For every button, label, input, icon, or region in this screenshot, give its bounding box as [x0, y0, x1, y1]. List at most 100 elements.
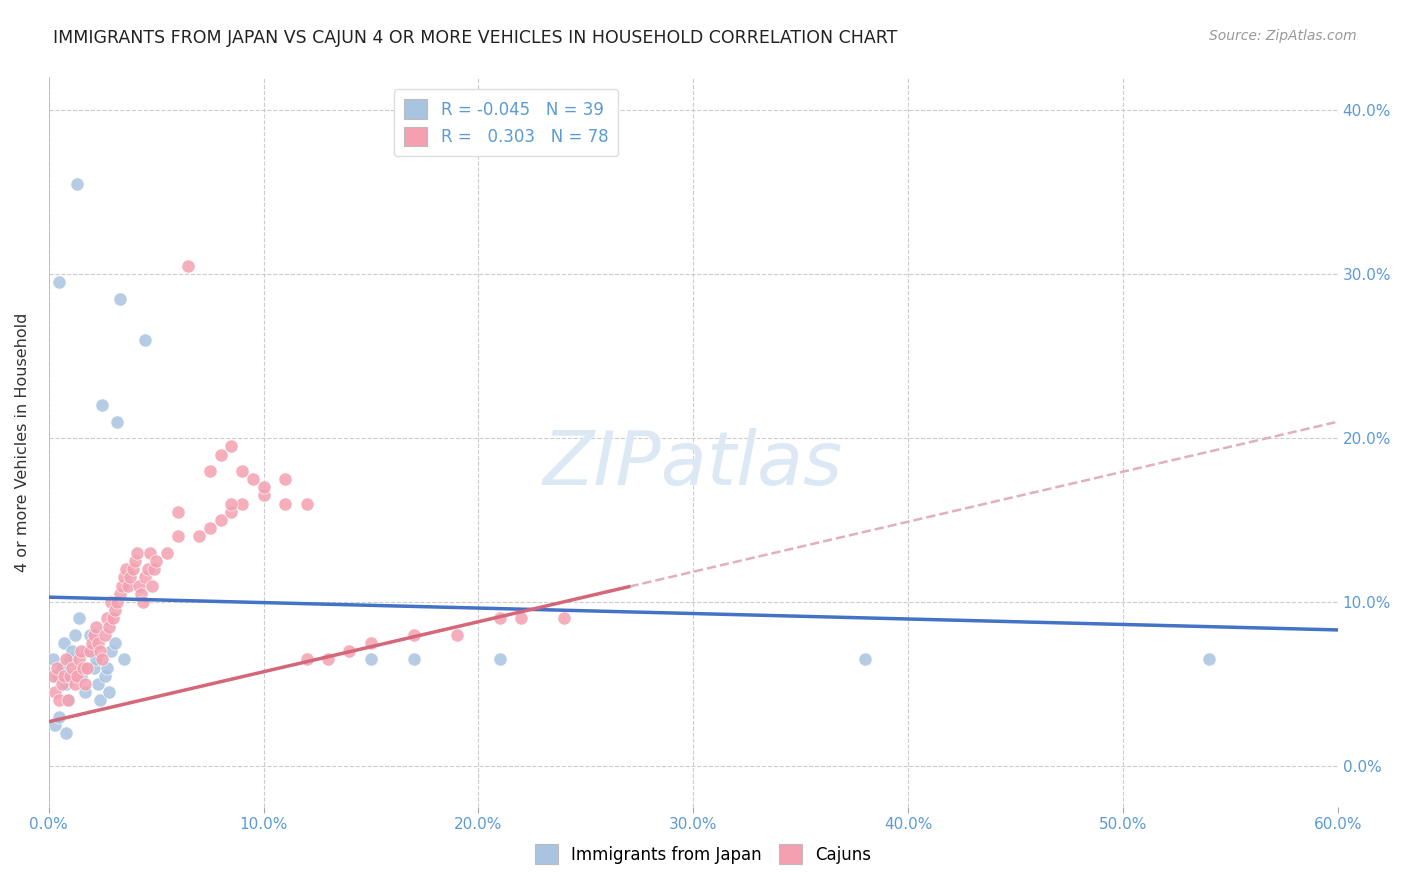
Point — [91, 652, 114, 666]
Point — [107, 415, 129, 429]
Point — [853, 652, 876, 666]
Point — [166, 505, 188, 519]
Point — [145, 554, 167, 568]
Point — [48, 276, 70, 290]
Point — [231, 464, 253, 478]
Point — [120, 570, 142, 584]
Point — [108, 587, 131, 601]
Point — [188, 529, 211, 543]
Point — [48, 693, 70, 707]
Point — [1198, 652, 1220, 666]
Point — [83, 660, 105, 674]
Point — [96, 611, 118, 625]
Point — [96, 660, 118, 674]
Point — [107, 595, 129, 609]
Point — [100, 595, 122, 609]
Point — [42, 652, 65, 666]
Point — [59, 669, 82, 683]
Point — [252, 480, 274, 494]
Point — [48, 710, 70, 724]
Point — [70, 644, 93, 658]
Point — [198, 521, 221, 535]
Point — [66, 669, 89, 683]
Point — [510, 611, 533, 625]
Point — [125, 546, 148, 560]
Point — [100, 644, 122, 658]
Point — [60, 660, 83, 674]
Point — [115, 562, 138, 576]
Point — [83, 628, 105, 642]
Point — [134, 570, 156, 584]
Point — [360, 652, 382, 666]
Point — [129, 587, 152, 601]
Point — [138, 546, 160, 560]
Point — [51, 660, 73, 674]
Point — [70, 669, 93, 683]
Point — [166, 529, 188, 543]
Legend: R = -0.045   N = 39, R =   0.303   N = 78: R = -0.045 N = 39, R = 0.303 N = 78 — [394, 89, 619, 156]
Point — [209, 513, 232, 527]
Point — [143, 562, 166, 576]
Legend: Immigrants from Japan, Cajuns: Immigrants from Japan, Cajuns — [529, 838, 877, 871]
Point — [112, 652, 135, 666]
Point — [128, 579, 150, 593]
Point — [360, 636, 382, 650]
Point — [44, 685, 66, 699]
Point — [63, 628, 86, 642]
Point — [117, 579, 139, 593]
Point — [402, 652, 425, 666]
Point — [79, 644, 101, 658]
Point — [46, 669, 69, 683]
Point — [44, 718, 66, 732]
Point — [141, 579, 163, 593]
Point — [80, 636, 103, 650]
Point — [79, 628, 101, 642]
Point — [221, 439, 243, 453]
Point — [52, 669, 75, 683]
Point — [97, 620, 120, 634]
Point — [42, 669, 65, 683]
Point — [66, 177, 89, 191]
Point — [60, 644, 83, 658]
Point — [84, 652, 107, 666]
Point — [93, 628, 115, 642]
Point — [132, 595, 155, 609]
Point — [295, 497, 318, 511]
Point — [121, 562, 143, 576]
Point — [55, 652, 77, 666]
Point — [75, 677, 97, 691]
Point — [56, 693, 79, 707]
Point — [108, 292, 131, 306]
Point — [274, 497, 297, 511]
Point — [104, 636, 127, 650]
Point — [489, 652, 512, 666]
Point — [103, 611, 125, 625]
Point — [316, 652, 339, 666]
Point — [252, 488, 274, 502]
Text: Source: ZipAtlas.com: Source: ZipAtlas.com — [1209, 29, 1357, 43]
Point — [231, 497, 253, 511]
Point — [84, 620, 107, 634]
Point — [97, 685, 120, 699]
Point — [136, 562, 159, 576]
Point — [93, 669, 115, 683]
Point — [198, 464, 221, 478]
Point — [76, 644, 98, 658]
Point — [274, 472, 297, 486]
Point — [111, 579, 134, 593]
Point — [177, 259, 200, 273]
Point — [55, 726, 77, 740]
Point — [221, 505, 243, 519]
Y-axis label: 4 or more Vehicles in Household: 4 or more Vehicles in Household — [15, 312, 30, 572]
Text: ZIPatlas: ZIPatlas — [543, 428, 844, 500]
Point — [72, 660, 94, 674]
Point — [124, 554, 146, 568]
Point — [156, 546, 179, 560]
Point — [402, 628, 425, 642]
Point — [339, 644, 361, 658]
Point — [75, 685, 97, 699]
Text: IMMIGRANTS FROM JAPAN VS CAJUN 4 OR MORE VEHICLES IN HOUSEHOLD CORRELATION CHART: IMMIGRANTS FROM JAPAN VS CAJUN 4 OR MORE… — [53, 29, 898, 46]
Point — [89, 693, 111, 707]
Point — [56, 693, 79, 707]
Point — [553, 611, 575, 625]
